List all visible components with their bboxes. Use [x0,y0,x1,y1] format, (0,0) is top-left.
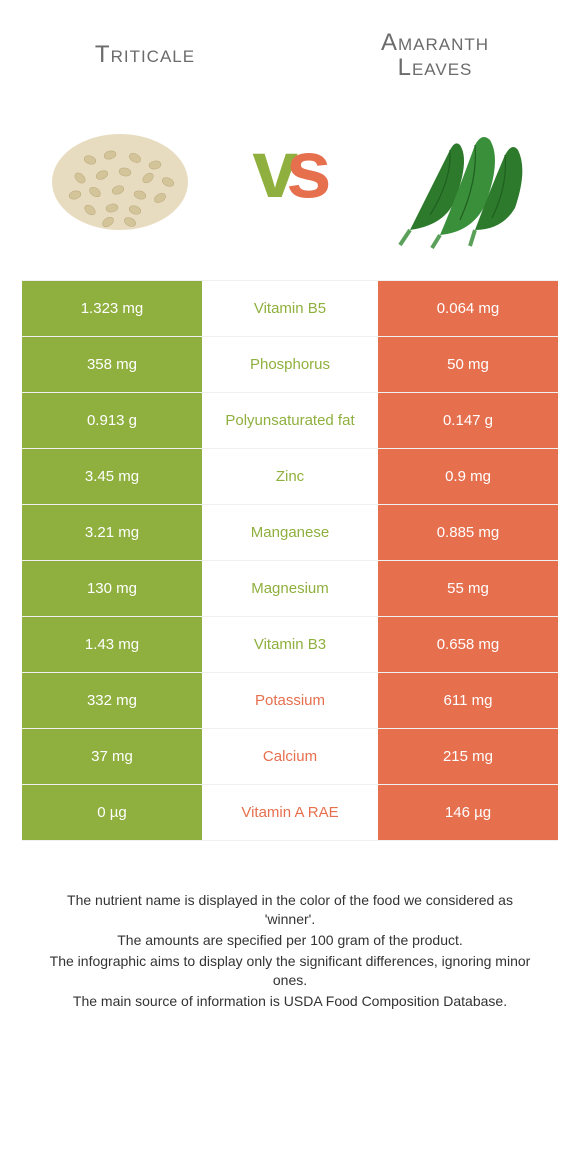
right-value-cell: 611 mg [378,673,558,728]
right-value-cell: 55 mg [378,561,558,616]
nutrient-name-cell: Magnesium [202,561,378,616]
right-value-cell: 0.9 mg [378,449,558,504]
left-value-cell: 1.323 mg [22,281,202,336]
nutrient-name-cell: Vitamin B5 [202,281,378,336]
left-value-cell: 3.21 mg [22,505,202,560]
right-food-title-line2: Leaves [398,54,473,81]
images-row: v s [0,90,580,270]
footer-line: The infographic aims to display only the… [40,952,540,990]
table-row: 1.323 mgVitamin B50.064 mg [22,281,558,337]
nutrient-name-cell: Manganese [202,505,378,560]
right-value-cell: 0.147 g [378,393,558,448]
right-value-cell: 50 mg [378,337,558,392]
table-row: 3.45 mgZinc0.9 mg [22,449,558,505]
vs-label: v s [248,129,331,211]
left-value-cell: 358 mg [22,337,202,392]
nutrient-comparison-table: 1.323 mgVitamin B50.064 mg358 mgPhosphor… [22,280,558,841]
vs-s: s [286,129,328,211]
left-value-cell: 1.43 mg [22,617,202,672]
nutrient-name-cell: Potassium [202,673,378,728]
table-row: 332 mgPotassium611 mg [22,673,558,729]
table-row: 358 mgPhosphorus50 mg [22,337,558,393]
table-row: 37 mgCalcium215 mg [22,729,558,785]
table-row: 0.913 gPolyunsaturated fat0.147 g [22,393,558,449]
right-food-image [380,90,540,250]
nutrient-name-cell: Zinc [202,449,378,504]
nutrient-name-cell: Calcium [202,729,378,784]
right-value-cell: 215 mg [378,729,558,784]
table-row: 130 mgMagnesium55 mg [22,561,558,617]
nutrient-name-cell: Polyunsaturated fat [202,393,378,448]
nutrient-name-cell: Vitamin B3 [202,617,378,672]
left-value-cell: 332 mg [22,673,202,728]
left-food-image [40,90,200,250]
footer-line: The nutrient name is displayed in the co… [40,891,540,929]
left-value-cell: 0.913 g [22,393,202,448]
right-value-cell: 0.658 mg [378,617,558,672]
footer-notes: The nutrient name is displayed in the co… [0,841,580,1010]
left-food-title: Triticale [40,41,250,69]
nutrient-name-cell: Vitamin A RAE [202,785,378,840]
right-value-cell: 0.885 mg [378,505,558,560]
left-value-cell: 0 µg [22,785,202,840]
table-row: 3.21 mgManganese0.885 mg [22,505,558,561]
left-value-cell: 3.45 mg [22,449,202,504]
table-row: 0 µgVitamin A RAE146 µg [22,785,558,841]
left-value-cell: 37 mg [22,729,202,784]
comparison-header: Triticale Amaranth Leaves [0,0,580,90]
left-value-cell: 130 mg [22,561,202,616]
right-food-title: Amaranth Leaves [330,30,540,80]
right-value-cell: 0.064 mg [378,281,558,336]
footer-line: The main source of information is USDA F… [40,992,540,1011]
right-food-title-line1: Amaranth [381,29,489,56]
footer-line: The amounts are specified per 100 gram o… [40,931,540,950]
nutrient-name-cell: Phosphorus [202,337,378,392]
right-value-cell: 146 µg [378,785,558,840]
table-row: 1.43 mgVitamin B30.658 mg [22,617,558,673]
